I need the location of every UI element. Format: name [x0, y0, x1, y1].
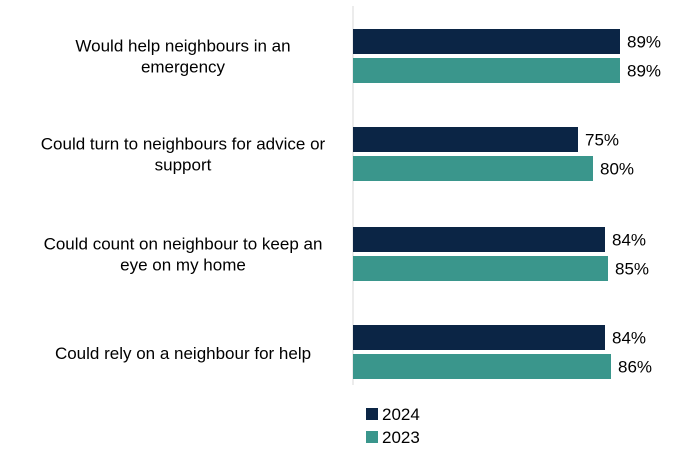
data-label: 89% — [627, 33, 661, 52]
bar-2024 — [353, 325, 605, 350]
bar-2024 — [353, 227, 605, 252]
bar-2024 — [353, 127, 578, 152]
category-label-line: emergency — [141, 58, 226, 77]
data-label: 84% — [612, 329, 646, 348]
legend: 2024 2023 — [366, 405, 420, 447]
category-label-line: Could turn to neighbours for advice or — [41, 135, 326, 154]
data-label: 84% — [612, 231, 646, 250]
legend-label: 2024 — [382, 405, 420, 424]
data-labels: 89% 75% 84% 84% 89% 80% 85% 86% — [585, 33, 661, 377]
category-label-line: support — [155, 156, 212, 175]
category-label-line: Could rely on a neighbour for help — [55, 344, 311, 363]
legend-swatch — [366, 408, 378, 420]
data-label: 86% — [618, 358, 652, 377]
bar-2023 — [353, 256, 608, 281]
category-label-line: Could count on neighbour to keep an — [44, 235, 323, 254]
data-label: 75% — [585, 131, 619, 150]
bar-2023 — [353, 354, 611, 379]
data-label: 80% — [600, 160, 634, 179]
legend-label: 2023 — [382, 428, 420, 447]
bar-2023 — [353, 156, 593, 181]
category-label-line: Would help neighbours in an — [75, 37, 290, 56]
legend-swatch — [366, 431, 378, 443]
bar-2024 — [353, 29, 620, 54]
bar-marks — [353, 29, 620, 379]
category-label: Would help neighbours in an emergency — [75, 37, 290, 77]
category-label-line: eye on my home — [120, 256, 246, 275]
bar-2023 — [353, 58, 620, 83]
category-label: Could rely on a neighbour for help — [55, 344, 311, 363]
data-label: 85% — [615, 260, 649, 279]
category-labels: Would help neighbours in an emergency Coul… — [41, 37, 326, 364]
category-label: Could count on neighbour to keep an eye o… — [44, 235, 323, 275]
category-label: Could turn to neighbours for advice or su… — [41, 135, 326, 175]
data-label: 89% — [627, 62, 661, 81]
